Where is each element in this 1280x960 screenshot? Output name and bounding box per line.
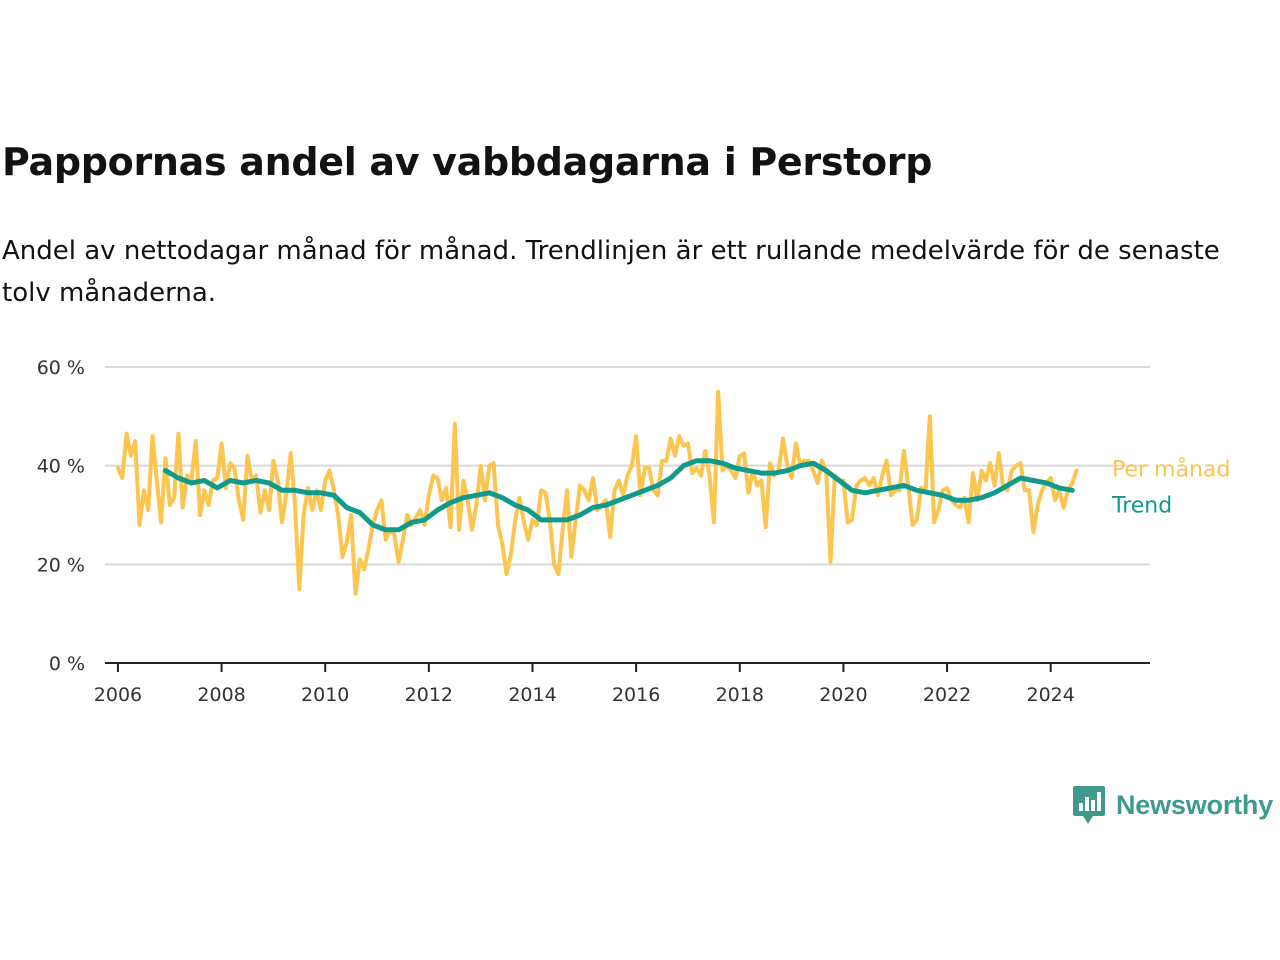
series-lines xyxy=(116,389,1079,596)
series-line-trend xyxy=(163,458,1075,533)
chart-title: Pappornas andel av vabbdagarna i Perstor… xyxy=(2,140,933,184)
brand-name: Newsworthy xyxy=(1116,789,1274,820)
line-chart: 0 % 20 % 40 % 60 % 2006 2008 2010 2012 2014 2016… xyxy=(37,357,1231,706)
y-tick-label: 0 % xyxy=(49,653,85,675)
y-tick-label: 20 % xyxy=(37,554,85,576)
x-tick-label: 2014 xyxy=(508,684,556,706)
chart-subtitle: Andel av nettodagar månad för månad. Tre… xyxy=(2,236,1220,308)
newsworthy-logo-icon xyxy=(1073,786,1105,824)
series-line-per-manad xyxy=(116,389,1079,596)
x-tick-label: 2010 xyxy=(301,684,349,706)
x-axis: 2006 2008 2010 2012 2014 2016 2018 2020 2022 2024 xyxy=(94,662,1150,706)
series-label-per-manad: Per månad xyxy=(1112,457,1230,483)
newsworthy-logo: Newsworthy xyxy=(1072,784,1273,826)
gridlines xyxy=(105,366,1150,566)
y-tick-label: 60 % xyxy=(37,357,85,379)
x-tick-label: 2016 xyxy=(612,684,660,706)
series-label-trend: Trend xyxy=(1111,493,1172,518)
x-tick-label: 2024 xyxy=(1027,684,1075,706)
x-tick-label: 2018 xyxy=(716,684,764,706)
series-labels: Per månad Trend xyxy=(1111,457,1230,519)
y-tick-label: 40 % xyxy=(37,456,85,478)
x-tick-label: 2008 xyxy=(197,684,245,706)
x-tick-label: 2006 xyxy=(94,684,142,706)
x-tick-label: 2022 xyxy=(923,684,971,706)
x-tick-label: 2012 xyxy=(405,684,453,706)
x-tick-label: 2020 xyxy=(819,684,867,706)
y-axis-tick-labels: 0 % 20 % 40 % 60 % xyxy=(37,357,85,675)
